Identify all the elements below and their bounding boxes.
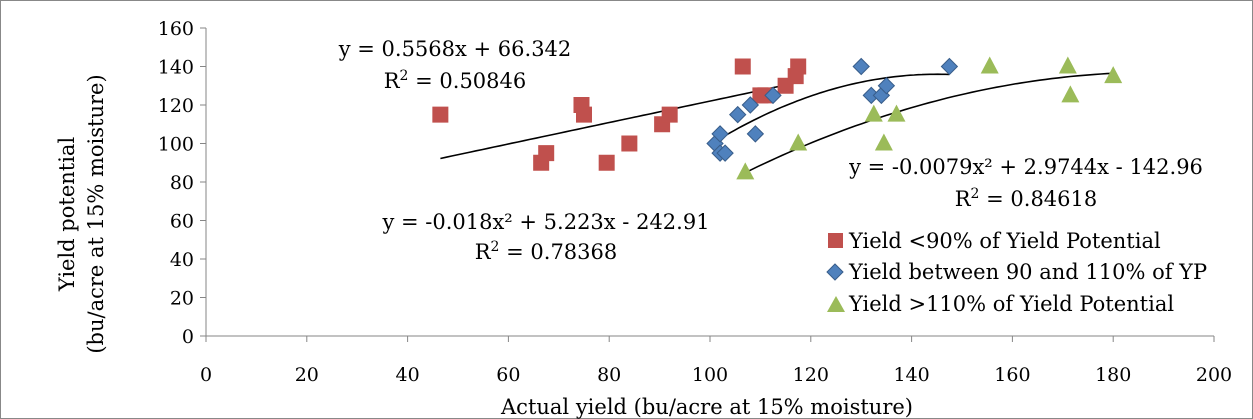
- y-axis-title-line1: Yield potential: [55, 137, 79, 293]
- data-point-square: [538, 145, 555, 162]
- data-point-square: [790, 58, 807, 75]
- data-point-square: [734, 58, 751, 75]
- data-point-diamond: [716, 144, 734, 162]
- legend-marker-diamond: [826, 263, 844, 281]
- data-point-triangle: [887, 104, 906, 122]
- data-point-diamond: [940, 57, 959, 76]
- y-tick-label: 140: [158, 57, 194, 79]
- equation-text: y = 0.5568x + 66.342: [338, 37, 572, 61]
- data-point-square: [598, 154, 615, 171]
- y-tick-label: 120: [158, 95, 194, 117]
- trendline: [744, 72, 1114, 174]
- x-tick-label: 140: [893, 364, 929, 386]
- x-tick-label: 160: [994, 364, 1030, 386]
- data-points: [432, 56, 1123, 180]
- y-tick-label: 0: [182, 326, 194, 348]
- legend-label: Yield between 90 and 110% of YP: [848, 260, 1207, 284]
- y-tick-label: 20: [170, 288, 194, 310]
- y-tick-label: 80: [170, 172, 194, 194]
- data-point-diamond: [852, 57, 870, 76]
- data-point-square: [661, 106, 678, 123]
- x-tick-label: 120: [793, 364, 829, 386]
- axes: 0 20 40 60 80 100 120 140 160 0 20 40 60 80 100 120 140 1…: [158, 18, 1232, 386]
- data-point-diamond: [877, 77, 896, 95]
- y-tick-label: 40: [170, 249, 194, 271]
- x-tick-label: 100: [692, 364, 728, 386]
- data-point-square: [621, 135, 638, 152]
- trendline: [714, 73, 950, 143]
- x-tick-label: 20: [295, 364, 319, 386]
- r2-text: R2 = 0.78368: [475, 239, 618, 264]
- data-point-triangle: [1104, 66, 1123, 84]
- data-point-square: [432, 106, 449, 123]
- data-point-triangle: [736, 162, 755, 180]
- y-tick-label: 100: [158, 134, 194, 156]
- equation-series-3: y = -0.0079x² + 2.9744x - 142.96 R2 = 0.…: [848, 155, 1203, 211]
- legend-marker-triangle: [827, 296, 845, 312]
- r2-text: R2 = 0.50846: [384, 68, 527, 93]
- y-tick-label: 160: [158, 18, 194, 40]
- data-point-triangle: [1061, 85, 1080, 103]
- data-point-diamond: [729, 105, 747, 124]
- equation-text: y = -0.0079x² + 2.9744x - 142.96: [848, 155, 1203, 179]
- data-point-triangle: [980, 56, 999, 74]
- r2-text: R2 = 0.84618: [955, 186, 1098, 211]
- legend-marker-square: [828, 233, 843, 248]
- legend-label: Yield >110% of Yield Potential: [848, 292, 1174, 316]
- data-point-diamond: [764, 86, 782, 105]
- data-point-diamond: [711, 125, 729, 143]
- equation-text: y = -0.018x² + 5.223x - 242.91: [381, 210, 709, 234]
- x-tick-label: 200: [1196, 364, 1232, 386]
- data-point-triangle: [789, 133, 808, 151]
- x-tick-label: 60: [496, 364, 520, 386]
- x-tick-label: 0: [200, 364, 212, 386]
- trendlines: [440, 72, 1114, 174]
- x-tick-label: 180: [1095, 364, 1131, 386]
- data-point-diamond: [741, 96, 760, 114]
- legend: Yield <90% of Yield Potential Yield betw…: [826, 229, 1207, 316]
- x-axis-title: Actual yield (bu/acre at 15% moisture): [500, 395, 913, 419]
- equation-series-1: y = 0.5568x + 66.342 R2 = 0.50846: [338, 37, 572, 93]
- y-axis-title-line2: (bu/acre at 15% moisture): [84, 74, 108, 353]
- legend-label: Yield <90% of Yield Potential: [848, 229, 1161, 253]
- data-point-triangle: [1058, 56, 1077, 74]
- trendline: [440, 81, 799, 160]
- x-tick-label: 80: [597, 364, 621, 386]
- x-tick-label: 40: [396, 364, 420, 386]
- equation-series-2: y = -0.018x² + 5.223x - 242.91 R2 = 0.78…: [381, 210, 709, 264]
- data-point-triangle: [864, 104, 883, 122]
- y-tick-label: 60: [170, 211, 194, 233]
- data-point-square: [576, 106, 592, 123]
- data-point-triangle: [874, 133, 893, 151]
- data-point-diamond: [746, 125, 765, 143]
